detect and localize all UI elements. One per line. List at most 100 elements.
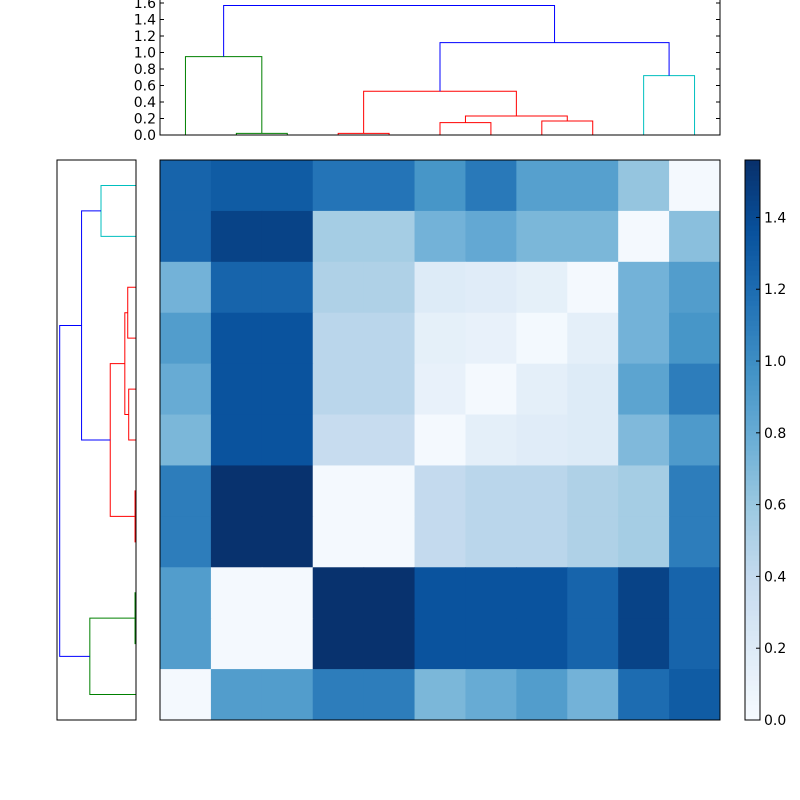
dendrogram-link	[439, 42, 670, 92]
colorbar-segment	[745, 470, 760, 476]
colorbar-segment	[745, 520, 760, 526]
heatmap-cell	[669, 312, 721, 365]
colorbar-segment	[745, 160, 760, 166]
colorbar-tick-label: 0.8	[764, 426, 786, 442]
heatmap-cell	[516, 210, 568, 263]
heatmap-cell	[210, 465, 263, 517]
colorbar-segment	[745, 275, 760, 281]
heatmap-cell	[465, 465, 517, 517]
heatmap-cell	[618, 312, 670, 365]
heatmap-cell	[261, 312, 314, 365]
heatmap-cell	[516, 669, 568, 721]
heatmap-cell	[516, 567, 568, 619]
heatmap-cell	[363, 669, 416, 721]
colorbar-segment	[745, 215, 760, 221]
colorbar-segment	[745, 290, 760, 296]
colorbar-segment	[745, 360, 760, 366]
heatmap-cell	[414, 160, 466, 212]
heatmap-cell	[618, 669, 670, 721]
colorbar-segment	[745, 295, 760, 301]
heatmap-cell	[669, 363, 721, 416]
heatmap-cell	[618, 363, 670, 416]
colorbar-segment	[745, 370, 760, 376]
colorbar-segment	[745, 485, 760, 491]
colorbar-segment	[745, 190, 760, 196]
heatmap-cell	[414, 210, 466, 263]
colorbar-segment	[745, 695, 760, 701]
colorbar-tick-label: 1.0	[764, 354, 786, 370]
colorbar-segment	[745, 665, 760, 671]
heatmap-cell	[261, 516, 314, 568]
colorbar-segment	[745, 325, 760, 331]
colorbar-segment	[745, 335, 760, 341]
colorbar-segment	[745, 540, 760, 546]
dendrogram-link	[81, 210, 111, 441]
heatmap-cell	[669, 210, 721, 263]
colorbar-segment	[745, 415, 760, 421]
colorbar-segment	[745, 180, 760, 186]
heatmap-cell	[210, 516, 263, 568]
heatmap-cell	[516, 465, 568, 517]
colorbar-segment	[745, 615, 760, 621]
heatmap-cell	[516, 312, 568, 365]
colorbar-segment	[745, 705, 760, 711]
heatmap-cell	[567, 363, 619, 416]
heatmap-cell	[363, 312, 416, 365]
heatmap-cell	[210, 261, 263, 314]
heatmap-cell	[312, 618, 365, 670]
heatmap-cell	[363, 261, 416, 314]
colorbar-segment	[745, 530, 760, 536]
colorbar-segment	[745, 375, 760, 381]
colorbar-segment	[745, 500, 760, 506]
colorbar-segment	[745, 605, 760, 611]
colorbar-segment	[745, 505, 760, 511]
heatmap	[159, 159, 721, 721]
heatmap-cell	[312, 363, 365, 416]
dendrogram-link	[439, 122, 492, 135]
dendrogram-link	[128, 388, 136, 441]
heatmap-cell	[363, 618, 416, 670]
heatmap-cell	[210, 414, 263, 466]
colorbar-segment	[745, 535, 760, 541]
heatmap-cell	[160, 160, 212, 212]
heatmap-cell	[312, 465, 365, 517]
heatmap-cell	[465, 363, 517, 416]
colorbar-segment	[745, 715, 760, 721]
colorbar-segment	[745, 380, 760, 386]
colorbar-segment	[745, 445, 760, 451]
heatmap-cell	[210, 618, 263, 670]
heatmap-cell	[414, 312, 466, 365]
heatmap-cell	[516, 363, 568, 416]
heatmap-cell	[160, 669, 212, 721]
colorbar-segment	[745, 395, 760, 401]
heatmap-cell	[261, 160, 314, 212]
colorbar: 0.0 0.2 0.4 0.6 0.8 1.0 1.2 1.4	[744, 159, 786, 729]
heatmap-cell	[567, 669, 619, 721]
heatmap-cell	[669, 567, 721, 619]
heatmap-cell	[414, 516, 466, 568]
colorbar-segment	[745, 230, 760, 236]
dendrogram-link	[541, 120, 594, 135]
heatmap-cell	[261, 261, 314, 314]
heatmap-cell	[567, 567, 619, 619]
colorbar-segment	[745, 655, 760, 661]
colorbar-segment	[745, 630, 760, 636]
colorbar-segment	[745, 170, 760, 176]
heatmap-cell	[312, 160, 365, 212]
heatmap-cell	[312, 210, 365, 263]
heatmap-cell	[261, 669, 314, 721]
heatmap-cell	[414, 567, 466, 619]
colorbar-segment	[745, 340, 760, 346]
colorbar-segment	[745, 350, 760, 356]
heatmap-cell	[210, 312, 263, 365]
colorbar-segment	[745, 680, 760, 686]
heatmap-cell	[567, 465, 619, 517]
heatmap-cell	[414, 669, 466, 721]
colorbar-segment	[745, 255, 760, 261]
heatmap-cell	[465, 414, 517, 466]
colorbar-segment	[745, 305, 760, 311]
heatmap-cell	[160, 465, 212, 517]
heatmap-cell	[160, 312, 212, 365]
colorbar-segment	[745, 660, 760, 666]
colorbar-segment	[745, 310, 760, 316]
